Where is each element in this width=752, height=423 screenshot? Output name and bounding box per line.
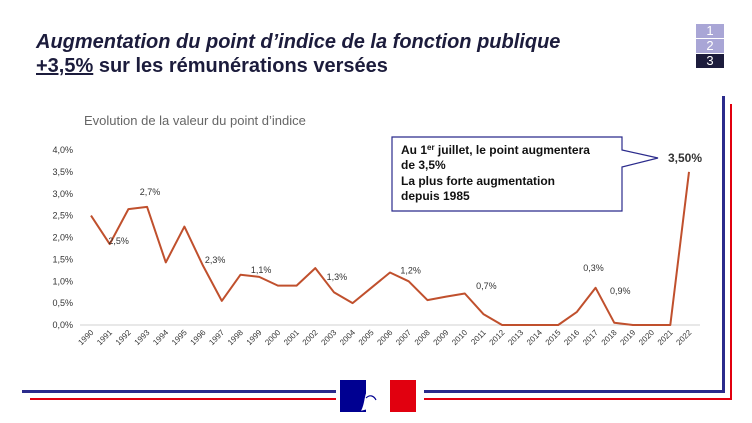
subtitle-rest: sur les rémunérations versées [93,55,388,77]
x-tick-label: 1992 [114,328,133,347]
x-tick-label: 2002 [301,328,320,347]
x-tick-label: 2019 [618,328,637,347]
y-tick-label: 4,0% [52,145,73,155]
x-tick-label: 2005 [357,328,376,347]
y-tick-label: 3,5% [52,167,73,177]
data-label: 1,2% [400,265,421,275]
series-group [90,171,690,326]
x-tick-label: 1999 [245,328,264,347]
pager-item-1[interactable]: 1 [696,24,724,38]
data-labels: 2,5% 2,7% 2,3% 1,1% 1,3% 1,2% 0,7% 0,3% 0,9% 3,50… [108,151,702,296]
series-line [90,171,690,326]
chart-title: Evolution de la valeur du point d’indice [84,113,306,128]
y-tick-label: 3,0% [52,189,73,199]
highlight-figure: +3,5% [36,55,94,77]
data-label: 0,3% [583,263,604,273]
x-axis: 1990 1991 1992 1993 1994 1995 1996 1997 1998 1999… [76,328,693,347]
x-tick-label: 2013 [506,328,525,347]
y-tick-label: 1,0% [52,276,73,286]
data-label: 0,7% [476,281,497,291]
x-tick-label: 1994 [151,328,170,347]
x-tick-label: 2006 [375,328,394,347]
x-tick-label: 1996 [189,328,208,347]
y-axis: 0,0% 0,5% 1,0% 1,5% 2,0% 2,5% 3,0% 3,5% 4,0% [52,145,73,330]
x-tick-label: 2009 [432,328,451,347]
x-tick-label: 1991 [95,328,114,347]
x-tick-label: 2003 [319,328,338,347]
page-title: Augmentation du point d’indice de la fon… [36,31,561,53]
marianne-profile-icon [361,385,385,411]
x-tick-label: 1997 [207,328,226,347]
data-label: 1,1% [251,265,272,275]
data-label: 3,50% [668,151,702,165]
x-tick-label: 2017 [581,328,600,347]
y-tick-label: 0,5% [52,298,73,308]
x-tick-label: 2007 [394,328,413,347]
data-label: 0,9% [610,286,631,296]
y-tick-label: 1,5% [52,254,73,264]
republique-francaise-logo [336,380,424,412]
logo-blue-band [340,380,366,412]
x-tick-label: 2011 [469,328,488,347]
x-tick-label: 1990 [76,328,95,347]
x-tick-label: 2004 [338,328,357,347]
page-subtitle: +3,5% sur les rémunérations versées [36,54,560,78]
x-tick-label: 2010 [450,328,469,347]
y-tick-label: 2,5% [52,211,73,221]
callout-line-4: depuis 1985 [401,189,470,203]
x-tick-label: 2000 [263,328,282,347]
x-tick-label: 2001 [282,328,301,347]
x-tick-label: 2021 [656,328,675,347]
x-tick-label: 2016 [562,328,581,347]
callout-shape [391,136,659,212]
callout-box: Au 1er juillet, le point augmentera de 3… [391,136,659,212]
x-tick-label: 2018 [600,328,619,347]
x-tick-label: 2008 [413,328,432,347]
data-label: 2,3% [205,255,226,265]
x-tick-label: 2014 [525,328,544,347]
title-block: Augmentation du point d’indice de la fon… [36,30,560,78]
frame-border-blue-vertical [722,96,725,390]
y-tick-label: 2,0% [52,233,73,243]
x-tick-label: 1995 [170,328,189,347]
x-tick-label: 2015 [544,328,563,347]
callout-line-3: La plus forte augmentation [401,174,555,188]
x-tick-label: 2012 [488,328,507,347]
callout-line-1: Au 1er juillet, le point augmentera [401,143,590,157]
pager-item-3[interactable]: 3 [696,54,724,68]
x-tick-label: 2022 [674,328,693,347]
data-label: 2,7% [140,187,161,197]
pager-item-2[interactable]: 2 [696,39,724,53]
data-label: 2,5% [108,236,129,246]
logo-red-band [390,380,416,412]
data-label: 1,3% [327,272,348,282]
x-tick-label: 1993 [133,328,152,347]
slide-pager: 1 2 3 [696,24,724,69]
y-tick-label: 0,0% [52,320,73,330]
callout-line-2: de 3,5% [401,158,446,172]
x-tick-label: 1998 [226,328,245,347]
frame-border-red-vertical [730,104,732,400]
x-tick-label: 2020 [637,328,656,347]
